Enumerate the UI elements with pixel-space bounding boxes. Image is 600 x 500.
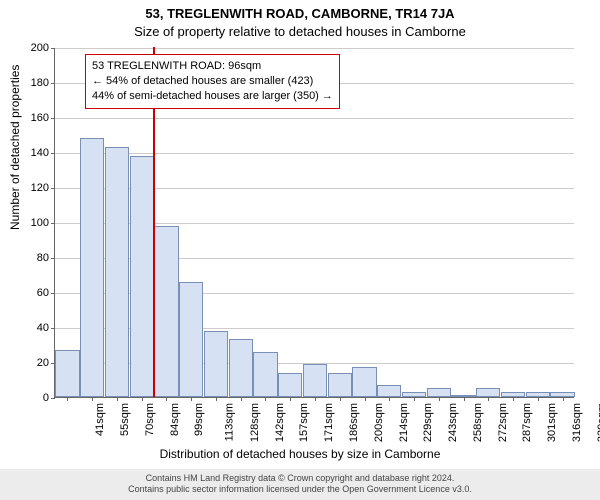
callout-line: 44% of semi-detached houses are larger (… [92, 89, 333, 104]
x-tick-label: 316sqm [571, 403, 583, 442]
callout-line: 53 TREGLENWITH ROAD: 96sqm [92, 59, 333, 74]
histogram-chart: 02040608010012014016018020041sqm55sqm70s… [54, 48, 574, 398]
x-tick-label: 84sqm [169, 403, 181, 436]
x-tick-label: 41sqm [94, 403, 106, 436]
x-tick-label: 157sqm [299, 403, 311, 442]
x-tick-label: 171sqm [323, 403, 335, 442]
grid-line [55, 153, 574, 154]
callout-line: ← 54% of detached houses are smaller (42… [92, 74, 333, 89]
x-tick-label: 287sqm [521, 403, 533, 442]
x-axis-label: Distribution of detached houses by size … [0, 447, 600, 461]
histogram-bar [80, 138, 104, 397]
x-tick-mark [488, 397, 489, 401]
x-tick-label: 330sqm [596, 403, 600, 442]
x-tick-mark [166, 397, 167, 401]
histogram-bar [377, 385, 401, 397]
x-tick-mark [241, 397, 242, 401]
x-tick-label: 229sqm [422, 403, 434, 442]
y-tick-mark [51, 118, 55, 119]
y-axis-label: Number of detached properties [8, 65, 22, 230]
x-tick-label: 128sqm [249, 403, 261, 442]
x-tick-mark [191, 397, 192, 401]
y-tick-mark [51, 153, 55, 154]
histogram-bar [278, 373, 302, 398]
y-tick-mark [51, 188, 55, 189]
x-tick-label: 258sqm [472, 403, 484, 442]
histogram-bar [229, 339, 253, 397]
x-tick-mark [117, 397, 118, 401]
x-tick-mark [513, 397, 514, 401]
x-tick-label: 186sqm [348, 403, 360, 442]
x-tick-mark [414, 397, 415, 401]
x-tick-label: 55sqm [119, 403, 131, 436]
footer-line-2: Contains public sector information licen… [6, 484, 594, 496]
y-tick-mark [51, 328, 55, 329]
grid-line [55, 118, 574, 119]
x-tick-mark [315, 397, 316, 401]
x-tick-mark [365, 397, 366, 401]
histogram-bar [105, 147, 129, 397]
x-tick-label: 272sqm [497, 403, 509, 442]
x-tick-mark [439, 397, 440, 401]
y-tick-mark [51, 398, 55, 399]
histogram-bar [328, 373, 352, 398]
x-tick-mark [265, 397, 266, 401]
histogram-bar [154, 226, 178, 398]
x-tick-mark [340, 397, 341, 401]
x-tick-label: 113sqm [224, 403, 236, 441]
x-tick-label: 142sqm [274, 403, 286, 442]
x-tick-mark [216, 397, 217, 401]
histogram-bar [303, 364, 327, 397]
grid-line [55, 48, 574, 49]
histogram-bar [204, 331, 228, 398]
x-tick-label: 243sqm [447, 403, 459, 442]
footer-attribution: Contains HM Land Registry data © Crown c… [0, 469, 600, 500]
y-tick-mark [51, 83, 55, 84]
x-tick-mark [563, 397, 564, 401]
x-tick-mark [538, 397, 539, 401]
x-tick-mark [67, 397, 68, 401]
plot-area: 02040608010012014016018020041sqm55sqm70s… [54, 48, 574, 398]
y-tick-mark [51, 293, 55, 294]
histogram-bar [476, 388, 500, 397]
x-tick-mark [389, 397, 390, 401]
page-title: 53, TREGLENWITH ROAD, CAMBORNE, TR14 7JA [0, 0, 600, 21]
footer-line-1: Contains HM Land Registry data © Crown c… [6, 473, 594, 485]
histogram-bar [130, 156, 154, 398]
y-tick-mark [51, 48, 55, 49]
x-tick-label: 99sqm [193, 403, 205, 436]
x-tick-mark [92, 397, 93, 401]
histogram-bar [352, 367, 376, 397]
histogram-bar [55, 350, 79, 397]
histogram-bar [179, 282, 203, 398]
x-tick-label: 70sqm [144, 403, 156, 436]
y-tick-mark [51, 223, 55, 224]
page-subtitle: Size of property relative to detached ho… [0, 21, 600, 39]
histogram-bar [427, 388, 451, 397]
x-tick-label: 301sqm [546, 403, 558, 442]
x-tick-mark [464, 397, 465, 401]
x-tick-mark [142, 397, 143, 401]
property-callout: 53 TREGLENWITH ROAD: 96sqm← 54% of detac… [85, 54, 340, 109]
x-tick-mark [290, 397, 291, 401]
x-tick-label: 200sqm [373, 403, 385, 442]
y-tick-mark [51, 258, 55, 259]
x-tick-label: 214sqm [398, 403, 410, 442]
histogram-bar [253, 352, 277, 398]
